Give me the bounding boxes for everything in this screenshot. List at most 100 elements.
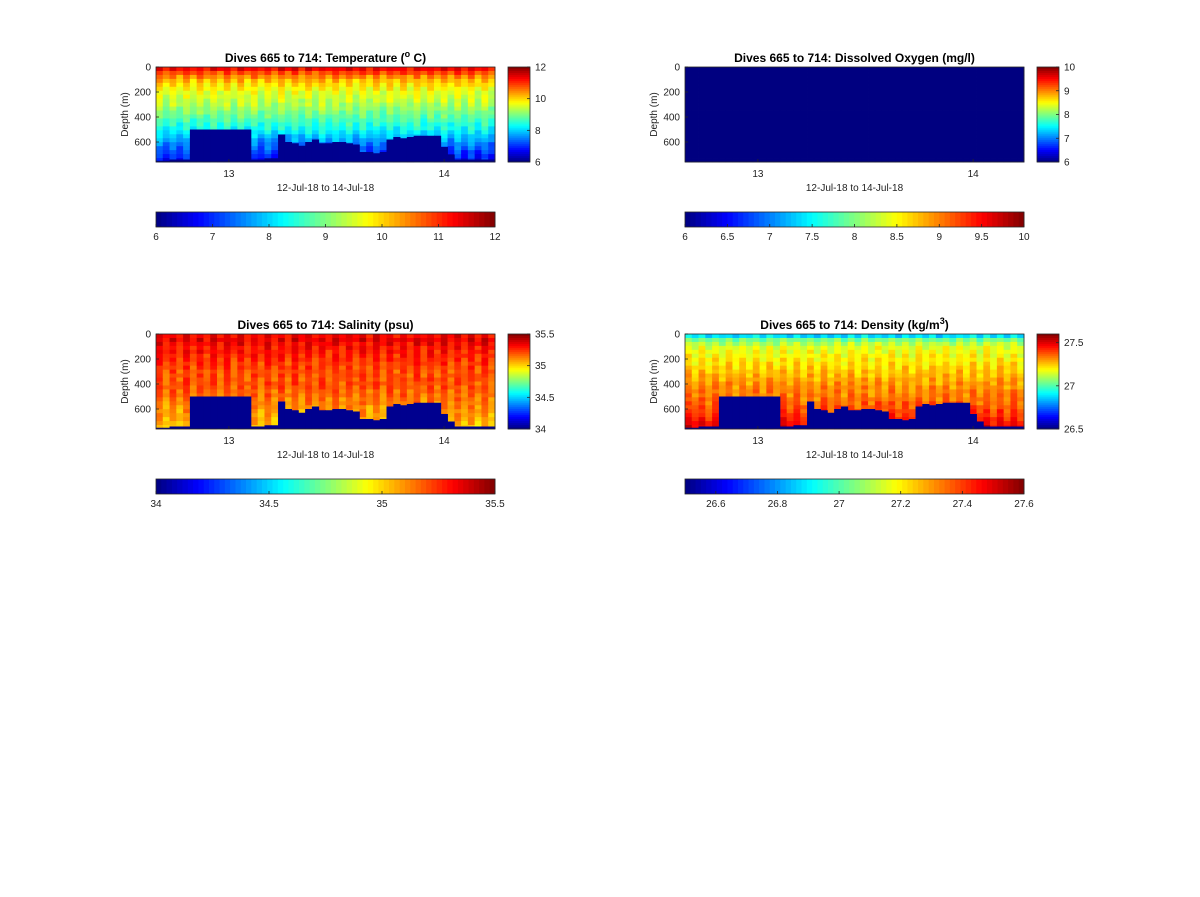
heatmap-cell (454, 405, 461, 409)
heatmap-cell (217, 75, 224, 79)
heatmap-cell (400, 374, 407, 378)
heatmap-cell (841, 107, 848, 111)
heatmap-cell (454, 393, 461, 397)
heatmap-cell (264, 122, 271, 126)
heatmap-cell (726, 95, 733, 99)
heatmap-cell (787, 91, 794, 95)
heatmap-cell (461, 409, 468, 413)
seabed-mask (407, 404, 414, 429)
heatmap-cell (285, 374, 292, 378)
heatmap-cell (407, 103, 414, 107)
heatmap-cell (726, 111, 733, 115)
heatmap-cell (481, 99, 488, 103)
heatmap-cell (170, 366, 177, 370)
heatmap-cell (888, 350, 895, 354)
heatmap-cell (807, 103, 814, 107)
y-tick-label: 0 (674, 63, 680, 74)
heatmap-cell (793, 409, 800, 413)
heatmap-cell (834, 150, 841, 154)
seabed-mask (414, 136, 421, 162)
heatmap-cell (305, 338, 312, 342)
heatmap-cell (922, 138, 929, 142)
colorbar-segment (384, 479, 390, 494)
heatmap-cell (929, 134, 936, 138)
heatmap-cell (861, 154, 868, 158)
heatmap-cell (868, 346, 875, 350)
heatmap-cell (292, 350, 299, 354)
heatmap-cell (224, 362, 231, 366)
heatmap-cell (922, 91, 929, 95)
heatmap-cell (705, 370, 712, 374)
heatmap-cell (787, 405, 794, 409)
heatmap-cell (705, 421, 712, 425)
heatmap-cell (251, 99, 258, 103)
heatmap-cell (861, 67, 868, 71)
heatmap-cell (319, 370, 326, 374)
heatmap-cell (346, 385, 353, 389)
heatmap-cell (359, 405, 366, 409)
heatmap-cell (339, 350, 346, 354)
heatmap-cell (420, 103, 427, 107)
heatmap-cell (387, 107, 394, 111)
heatmap-cell (488, 134, 495, 138)
heatmap-cell (292, 111, 299, 115)
heatmap-cell (441, 138, 448, 142)
heatmap-cell (292, 346, 299, 350)
heatmap-cell (861, 87, 868, 91)
heatmap-cell (326, 71, 333, 75)
heatmap-cell (292, 79, 299, 83)
heatmap-cell (861, 134, 868, 138)
heatmap-cell (197, 389, 204, 393)
heatmap-cell (753, 142, 760, 146)
heatmap-cell (285, 138, 292, 142)
heatmap-cell (1010, 71, 1017, 75)
heatmap-cell (800, 366, 807, 370)
heatmap-cell (244, 354, 251, 358)
heatmap-cell (414, 71, 421, 75)
heatmap-cell (258, 71, 265, 75)
heatmap-cell (461, 358, 468, 362)
heatmap-cell (414, 350, 421, 354)
heatmap-cell (461, 115, 468, 119)
heatmap-cell (353, 118, 360, 122)
heatmap-cell (949, 118, 956, 122)
heatmap-cell (156, 103, 163, 107)
heatmap-cell (264, 138, 271, 142)
seabed-mask (400, 138, 407, 162)
heatmap-cell (339, 118, 346, 122)
heatmap-cell (793, 385, 800, 389)
heatmap-cell (271, 111, 278, 115)
heatmap-cell (834, 385, 841, 389)
heatmap-cell (848, 354, 855, 358)
heatmap-cell (868, 122, 875, 126)
heatmap-cell (312, 67, 319, 71)
heatmap-cell (258, 150, 265, 154)
heatmap-cell (848, 146, 855, 150)
heatmap-cell (929, 118, 936, 122)
heatmap-cell (475, 350, 482, 354)
heatmap-cell (821, 350, 828, 354)
heatmap-cell (983, 95, 990, 99)
heatmap-cell (312, 334, 319, 338)
heatmap-cell (319, 138, 326, 142)
heatmap-cell (760, 75, 767, 79)
heatmap-cell (821, 382, 828, 386)
seabed-mask (271, 158, 278, 162)
heatmap-cell (420, 83, 427, 87)
heatmap-cell (963, 87, 970, 91)
heatmap-cell (468, 71, 475, 75)
heatmap-cell (237, 83, 244, 87)
heatmap-cell (231, 79, 238, 83)
heatmap-cell (705, 378, 712, 382)
heatmap-cell (237, 346, 244, 350)
heatmap-cell (285, 95, 292, 99)
heatmap-cell (427, 382, 434, 386)
heatmap-cell (176, 107, 183, 111)
heatmap-cell (366, 118, 373, 122)
heatmap-cell (983, 79, 990, 83)
heatmap-cell (461, 79, 468, 83)
heatmap-cell (454, 417, 461, 421)
heatmap-cell (766, 346, 773, 350)
heatmap-cell (895, 130, 902, 134)
colorbar-segment (267, 212, 273, 227)
